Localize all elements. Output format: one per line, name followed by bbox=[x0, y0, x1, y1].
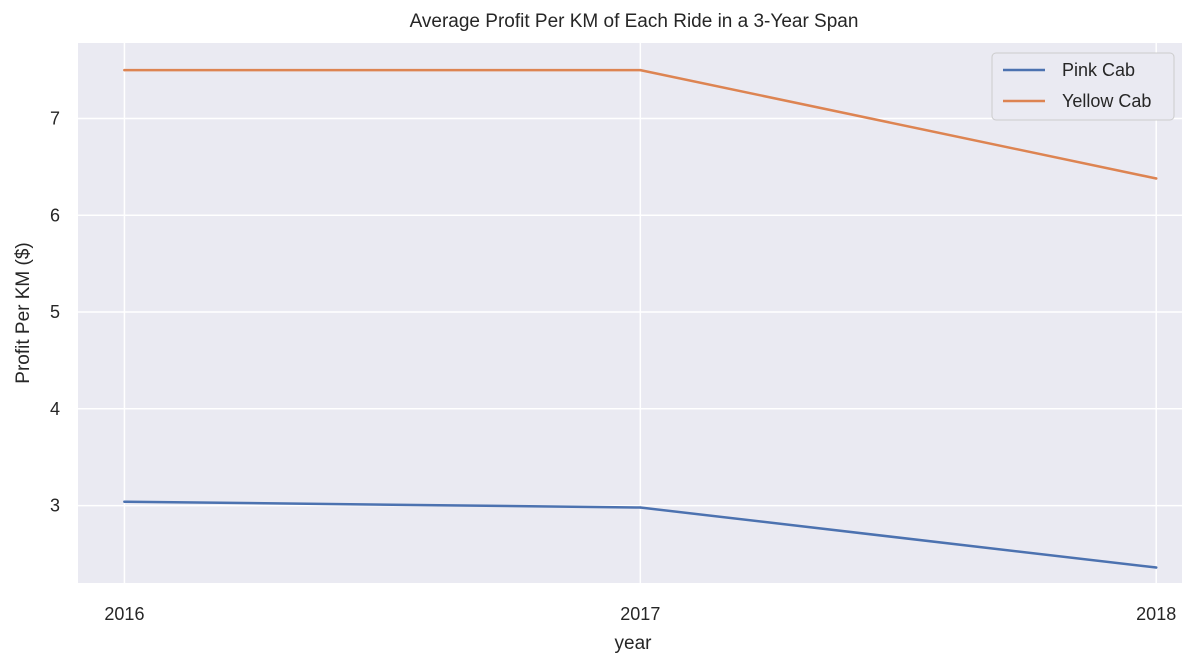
gridlines bbox=[78, 43, 1182, 583]
x-axis-ticks: 2016 2017 2018 bbox=[104, 604, 1176, 624]
x-tick-label: 2017 bbox=[620, 604, 660, 624]
data-point-yellow-cab bbox=[639, 68, 642, 72]
y-tick-label: 4 bbox=[50, 399, 60, 419]
data-point-pink-cab bbox=[639, 506, 642, 509]
series-lines bbox=[123, 68, 1158, 569]
y-tick-label: 5 bbox=[50, 302, 60, 322]
legend: Pink Cab Yellow Cab bbox=[991, 52, 1175, 121]
x-tick-label: 2016 bbox=[104, 604, 144, 624]
series-pink-cab bbox=[123, 500, 1158, 569]
data-point-pink-cab bbox=[1155, 566, 1158, 569]
data-point-pink-cab bbox=[123, 500, 126, 503]
y-tick-label: 3 bbox=[50, 496, 60, 516]
y-tick-label: 6 bbox=[50, 205, 60, 225]
legend-label-yellow-cab: Yellow Cab bbox=[1062, 91, 1151, 111]
x-axis-label: year bbox=[615, 633, 653, 654]
y-axis-label: Profit Per KM ($) bbox=[13, 242, 34, 383]
y-tick-label: 7 bbox=[50, 108, 60, 128]
series-yellow-cab bbox=[123, 68, 1158, 180]
plot-area bbox=[78, 43, 1182, 583]
y-axis-ticks: 3 4 5 6 7 bbox=[50, 108, 60, 515]
data-point-yellow-cab bbox=[123, 68, 126, 72]
x-tick-label: 2018 bbox=[1136, 604, 1176, 624]
chart-title: Average Profit Per KM of Each Ride in a … bbox=[410, 11, 859, 32]
legend-label-pink-cab: Pink Cab bbox=[1062, 60, 1135, 80]
data-point-yellow-cab bbox=[1155, 177, 1158, 180]
